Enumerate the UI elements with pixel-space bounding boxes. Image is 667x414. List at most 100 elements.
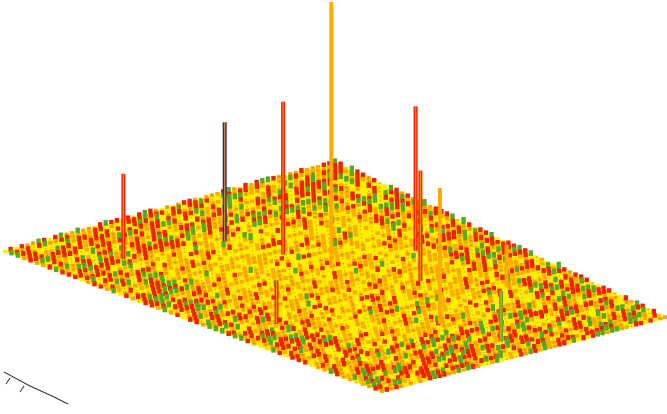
surface-cell — [395, 284, 399, 287]
grid-dot — [382, 222, 383, 223]
grid-dot — [317, 297, 318, 298]
surface-cell — [212, 213, 216, 218]
surface-cell — [200, 211, 204, 216]
surface-cell — [14, 247, 18, 250]
grid-dot — [413, 361, 414, 362]
surface-cell — [276, 234, 280, 237]
grid-dot — [473, 263, 474, 264]
grid-dot — [503, 247, 504, 248]
grid-dot — [391, 198, 392, 199]
surface-cell — [363, 210, 367, 214]
surface-cell — [358, 264, 362, 269]
surface-cell — [423, 209, 427, 214]
grid-dot — [405, 339, 406, 340]
grid-dot — [215, 231, 216, 232]
surface-cell — [340, 282, 344, 285]
grid-dot — [472, 315, 473, 316]
grid-dot — [293, 327, 294, 328]
grid-dot — [147, 233, 148, 234]
grid-dot — [374, 372, 375, 373]
grid-dot — [240, 244, 241, 245]
surface-cell — [334, 305, 338, 308]
grid-dot — [469, 233, 470, 234]
surface-cell — [239, 321, 243, 325]
surface-cell — [222, 300, 226, 304]
surface-cell — [354, 295, 358, 298]
surface-cell — [274, 211, 278, 217]
surface-cell — [115, 218, 119, 223]
surface-cell — [555, 291, 559, 294]
surface-cell — [229, 283, 233, 287]
grid-dot — [295, 242, 296, 243]
grid-dot — [163, 305, 164, 306]
grid-dot — [323, 276, 324, 277]
surface-cell — [243, 295, 247, 299]
grid-dot — [316, 294, 317, 295]
surface-cell — [214, 309, 218, 315]
grid-dot — [150, 300, 151, 301]
surface-cell — [179, 308, 183, 312]
grid-dot — [240, 297, 241, 298]
surface-cell — [487, 260, 491, 263]
grid-dot — [512, 303, 513, 304]
grid-dot — [578, 319, 579, 320]
grid-dot — [521, 336, 522, 337]
surface-cell — [416, 361, 420, 364]
grid-dot — [91, 242, 92, 243]
surface-cell — [487, 253, 491, 259]
surface-cell — [461, 296, 465, 299]
grid-dot — [81, 251, 82, 252]
surface-cell — [391, 349, 395, 354]
surface-cell — [254, 292, 258, 296]
grid-dot — [351, 243, 352, 244]
surface-cell — [103, 250, 107, 255]
grid-dot — [144, 211, 145, 212]
grid-dot — [243, 309, 244, 310]
surface-cell — [393, 276, 397, 280]
grid-dot — [563, 292, 564, 293]
surface-cell — [230, 327, 234, 331]
grid-dot — [294, 234, 295, 235]
grid-dot — [280, 201, 281, 202]
surface-cell — [346, 309, 350, 313]
surface-cell — [463, 235, 467, 241]
grid-dot — [469, 299, 470, 300]
grid-dot — [84, 264, 85, 265]
surface-cell — [404, 278, 408, 281]
grid-dot — [553, 300, 554, 301]
surface-cell — [490, 280, 494, 283]
surface-cell — [214, 326, 218, 332]
grid-dot — [380, 200, 381, 201]
grid-dot — [347, 211, 348, 212]
surface-cell — [306, 187, 310, 193]
grid-dot — [291, 352, 292, 353]
grid-dot — [514, 311, 515, 312]
grid-dot — [305, 361, 306, 362]
surface-cell — [380, 313, 384, 316]
grid-dot — [157, 220, 158, 221]
surface-cell — [378, 279, 382, 284]
grid-dot — [310, 347, 311, 348]
grid-dot — [563, 297, 564, 298]
surface-cell — [404, 321, 408, 326]
surface-cell — [211, 250, 215, 254]
surface-cell — [387, 339, 391, 342]
grid-dot — [379, 359, 380, 360]
surface-cell — [407, 223, 411, 226]
grid-dot — [325, 355, 326, 356]
surface-cell — [160, 210, 164, 214]
surface-cell — [225, 264, 229, 267]
grid-dot — [257, 198, 258, 199]
surface-cell — [342, 361, 346, 366]
grid-dot — [251, 241, 252, 242]
surface-cell — [339, 278, 343, 282]
surface-cell — [334, 203, 338, 209]
surface-cell — [376, 296, 380, 300]
grid-dot — [353, 259, 354, 260]
surface-cell — [390, 257, 394, 260]
grid-dot — [383, 240, 384, 241]
grid-dot — [372, 337, 373, 338]
grid-dot — [525, 259, 526, 260]
surface-cell — [229, 323, 233, 328]
grid-dot — [335, 188, 336, 189]
